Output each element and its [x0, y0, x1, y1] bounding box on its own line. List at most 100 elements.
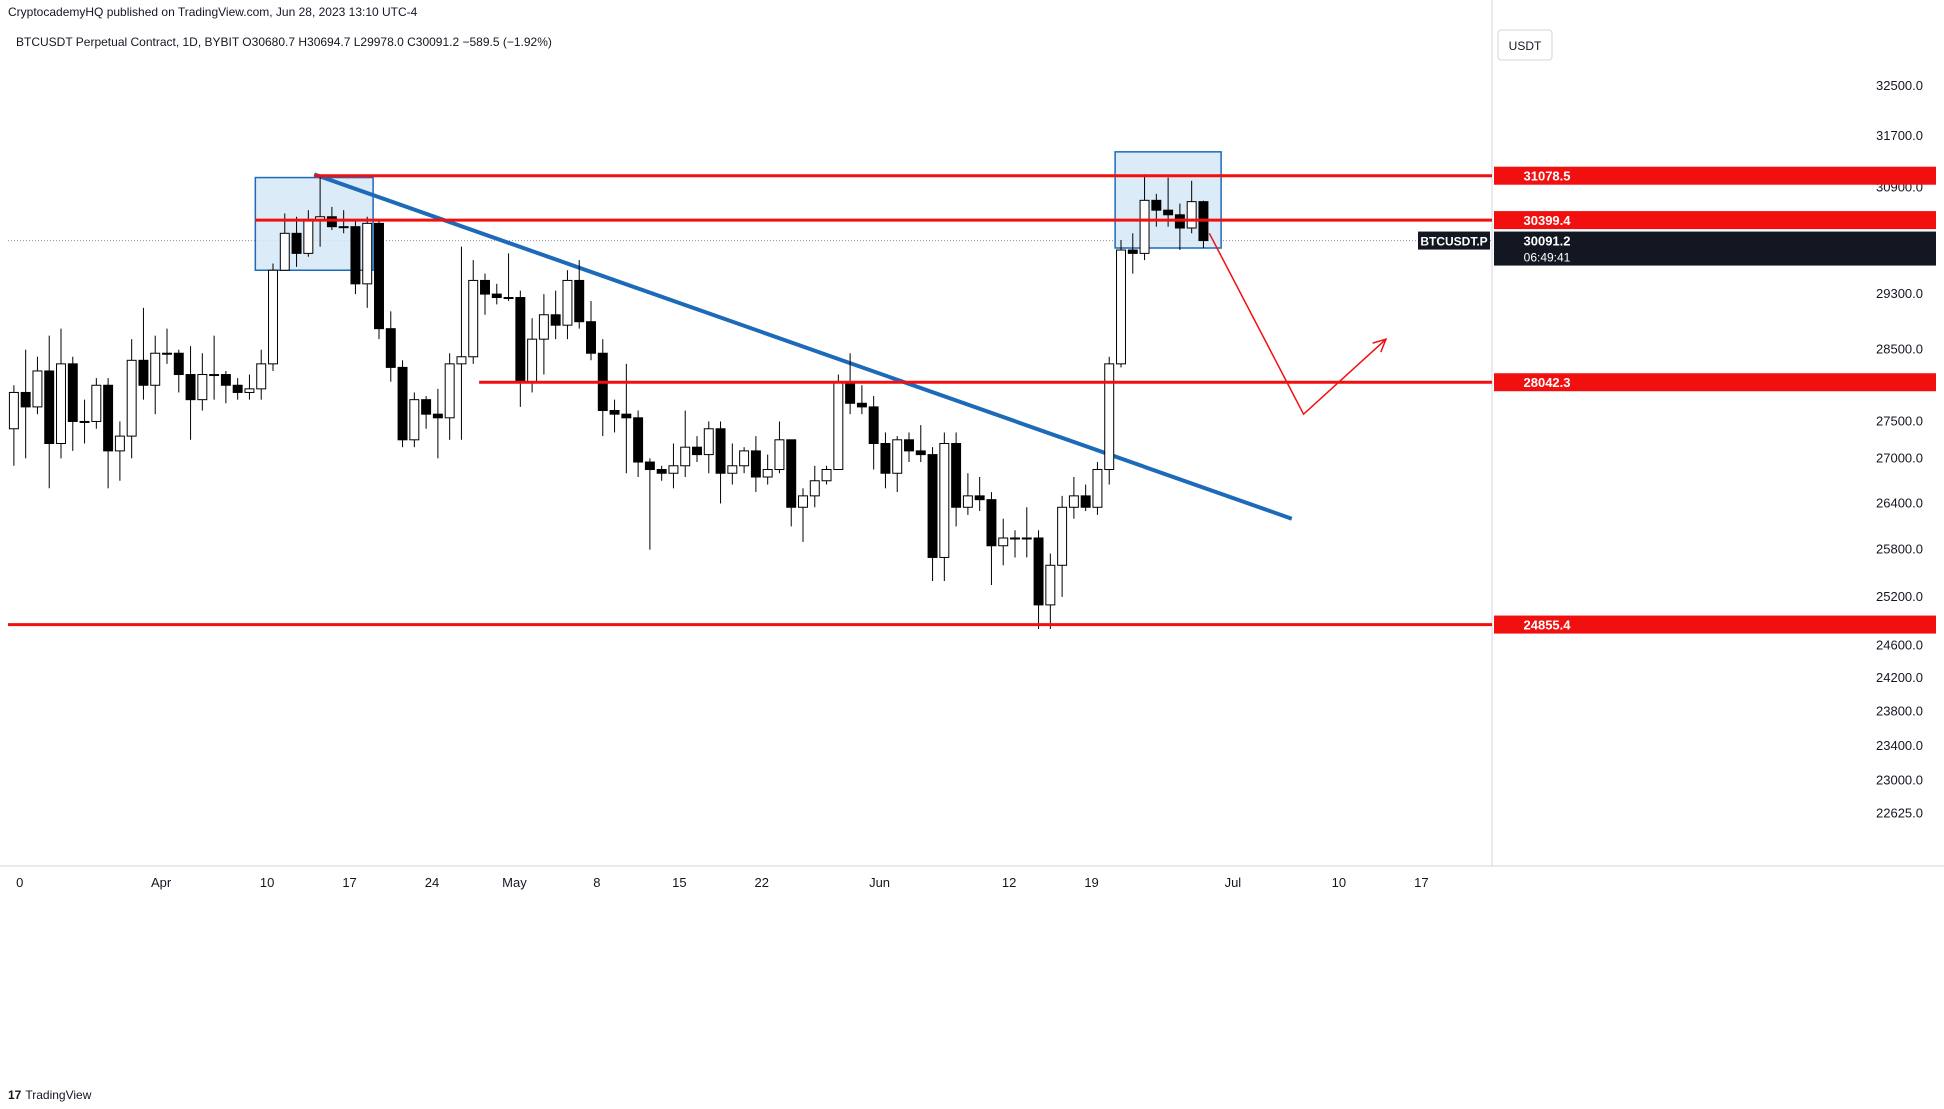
- candle-down[interactable]: [374, 222, 384, 330]
- candle-up[interactable]: [444, 363, 455, 419]
- candle-up[interactable]: [774, 439, 785, 471]
- candle-up[interactable]: [1092, 469, 1103, 508]
- candle-up[interactable]: [962, 495, 973, 508]
- candle-up[interactable]: [303, 219, 314, 254]
- candle-up[interactable]: [1116, 249, 1126, 365]
- candle-down[interactable]: [397, 366, 408, 441]
- candle-down[interactable]: [845, 381, 856, 404]
- candle-down[interactable]: [927, 454, 938, 558]
- candle-down[interactable]: [350, 226, 361, 285]
- candle-down[interactable]: [103, 384, 114, 452]
- candle-up[interactable]: [268, 269, 278, 365]
- candle-up[interactable]: [762, 469, 773, 478]
- candle-up[interactable]: [409, 399, 420, 441]
- candle-up[interactable]: [527, 338, 538, 383]
- candle-down[interactable]: [220, 374, 231, 386]
- candle-down[interactable]: [974, 495, 985, 501]
- candle-up[interactable]: [503, 297, 514, 300]
- candle-down[interactable]: [856, 402, 867, 408]
- candle-up[interactable]: [562, 279, 573, 326]
- candle-down[interactable]: [20, 391, 31, 408]
- candle-down[interactable]: [868, 406, 879, 444]
- candle-down[interactable]: [232, 384, 243, 393]
- candle-up[interactable]: [32, 370, 43, 408]
- tradingview-footer[interactable]: 17 TradingView: [8, 1088, 91, 1102]
- candle-up[interactable]: [126, 359, 137, 437]
- candle-up[interactable]: [256, 363, 267, 390]
- candle-down[interactable]: [574, 279, 585, 323]
- candle-up[interactable]: [998, 537, 1009, 547]
- candle-up[interactable]: [703, 428, 714, 456]
- projection-path[interactable]: [1208, 232, 1387, 416]
- candle-up[interactable]: [739, 450, 750, 467]
- candle-down[interactable]: [550, 314, 561, 326]
- currency-box[interactable]: [1497, 29, 1553, 61]
- candle-down[interactable]: [173, 352, 184, 376]
- candle-up[interactable]: [279, 232, 290, 271]
- candle-down[interactable]: [185, 374, 196, 401]
- candle-down[interactable]: [633, 417, 644, 463]
- candle-up[interactable]: [1104, 363, 1115, 471]
- candle-down[interactable]: [385, 328, 396, 368]
- candle-up[interactable]: [150, 352, 161, 386]
- candle-down[interactable]: [491, 293, 502, 299]
- candle-down[interactable]: [750, 450, 761, 478]
- candle-down[interactable]: [621, 413, 632, 419]
- candle-up[interactable]: [1186, 201, 1197, 229]
- candle-down[interactable]: [904, 439, 914, 452]
- candle-down[interactable]: [326, 216, 337, 228]
- candle-up[interactable]: [338, 226, 349, 229]
- candle-up[interactable]: [821, 469, 832, 482]
- candle-down[interactable]: [432, 413, 443, 419]
- candle-up[interactable]: [1045, 564, 1056, 606]
- candle-down[interactable]: [291, 232, 302, 254]
- candle-up[interactable]: [209, 374, 220, 377]
- candle-up[interactable]: [56, 363, 66, 444]
- candle-up[interactable]: [1057, 506, 1068, 566]
- candle-up[interactable]: [798, 495, 808, 508]
- candle-up[interactable]: [892, 439, 903, 474]
- candle-up[interactable]: [680, 446, 691, 467]
- candle-down[interactable]: [480, 279, 490, 295]
- candle-down[interactable]: [67, 363, 78, 422]
- candle-up[interactable]: [197, 374, 208, 401]
- candle-down[interactable]: [915, 450, 926, 456]
- candle-up[interactable]: [1021, 537, 1032, 540]
- candle-up[interactable]: [79, 420, 90, 423]
- candle-down[interactable]: [1080, 495, 1091, 508]
- candle-up[interactable]: [468, 279, 479, 358]
- candle-down[interactable]: [951, 442, 962, 508]
- candle-up[interactable]: [1139, 199, 1150, 254]
- candle-down[interactable]: [692, 446, 702, 456]
- candle-down[interactable]: [715, 428, 726, 474]
- candle-down[interactable]: [421, 399, 432, 415]
- candle-up[interactable]: [727, 465, 738, 474]
- candle-down[interactable]: [44, 370, 55, 444]
- candle-down[interactable]: [656, 469, 667, 474]
- candle-down[interactable]: [1163, 209, 1174, 216]
- candle-up[interactable]: [244, 388, 255, 393]
- candle-down[interactable]: [1033, 537, 1044, 606]
- candle-up[interactable]: [456, 356, 467, 365]
- candle-up[interactable]: [162, 352, 172, 355]
- candle-up[interactable]: [114, 435, 125, 452]
- descending-trendline[interactable]: [313, 172, 1293, 521]
- candle-up[interactable]: [91, 384, 102, 422]
- candle-up[interactable]: [362, 222, 373, 285]
- candle-down[interactable]: [880, 442, 891, 474]
- candle-down[interactable]: [609, 410, 620, 415]
- candle-down[interactable]: [138, 359, 149, 386]
- candle-up[interactable]: [8, 391, 19, 430]
- candle-down[interactable]: [1127, 249, 1138, 254]
- candle-up[interactable]: [1068, 495, 1079, 508]
- candle-up[interactable]: [1010, 537, 1020, 540]
- candle-up[interactable]: [833, 381, 844, 471]
- candle-up[interactable]: [939, 442, 950, 558]
- candle-down[interactable]: [986, 499, 997, 547]
- candle-down[interactable]: [515, 297, 526, 383]
- candle-up[interactable]: [668, 465, 679, 474]
- candle-down[interactable]: [586, 321, 596, 354]
- candle-down[interactable]: [1151, 199, 1162, 211]
- candle-up[interactable]: [538, 314, 549, 340]
